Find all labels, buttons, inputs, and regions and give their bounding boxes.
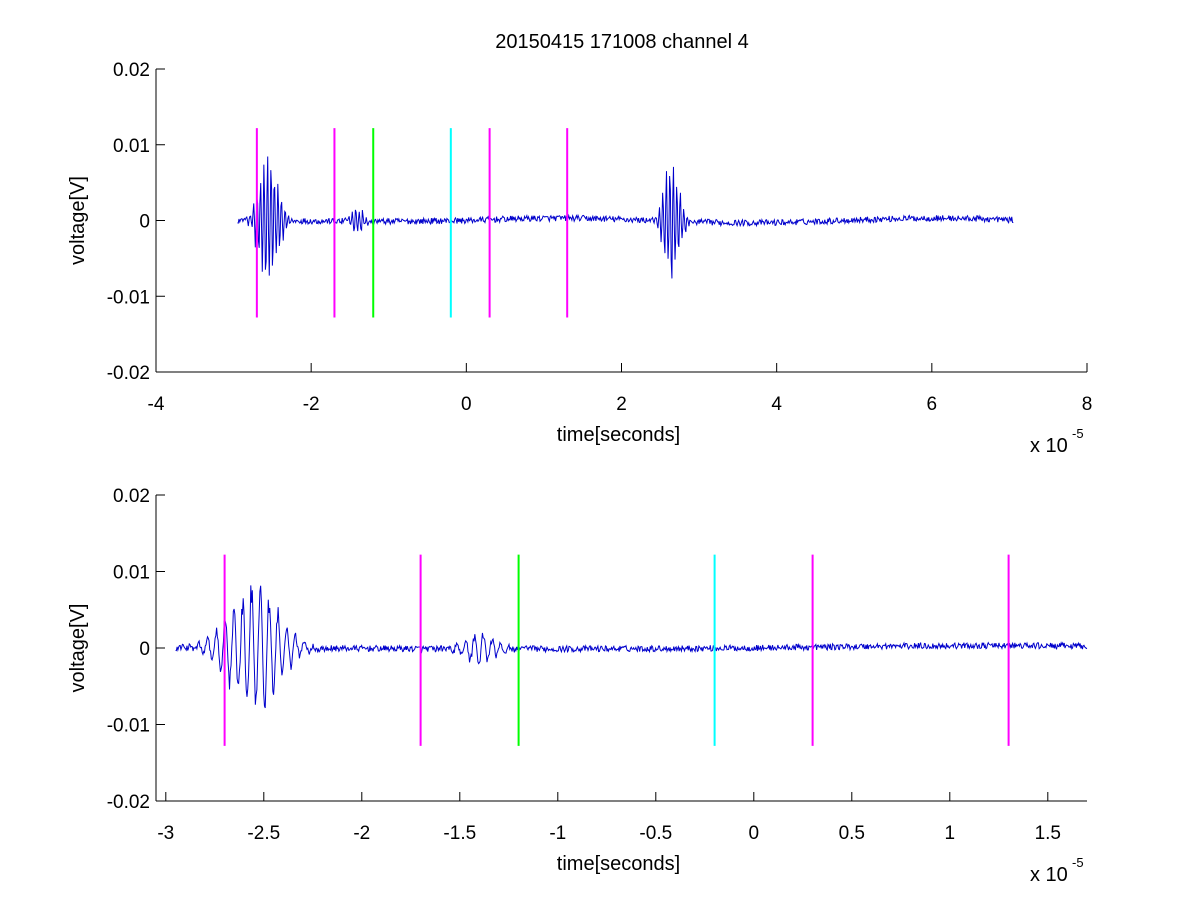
- figure-title: 20150415 171008 channel 4: [495, 31, 749, 53]
- chart0-y-axis-label: voltage[V]: [67, 176, 89, 265]
- chart0-y-tick-label: 0.02: [113, 60, 150, 81]
- chart0-x-multiplier-exponent: -5: [1072, 426, 1084, 441]
- chart0-x-tick-label: 4: [771, 394, 782, 415]
- chart1-x-tick-label: 1.5: [1035, 823, 1061, 844]
- chart1-x-multiplier: x 10: [1030, 864, 1068, 886]
- chart1-x-tick-label: -2.5: [247, 823, 280, 844]
- chart0-x-multiplier: x 10: [1030, 435, 1068, 457]
- chart0-x-tick-label: 2: [616, 394, 627, 415]
- top-plot: -0.02 -0.01 0 0.01 0.02 -4 -2 0 2 4 6 8 time[seconds…: [67, 60, 1092, 457]
- chart1-x-tick-label: -0.5: [639, 823, 672, 844]
- chart0-x-tick-label: 6: [927, 394, 938, 415]
- chart1-x-tick-label: 0.5: [839, 823, 865, 844]
- chart1-y-tick-label: 0: [139, 639, 150, 660]
- bottom-plot: -0.02 -0.01 0 0.01 0.02 -3 -2.5 -2 -1.5 -1 -0.5 0 0.…: [67, 486, 1088, 886]
- chart0-y-tick-label: 0.01: [113, 136, 150, 157]
- chart1-x-axis-label: time[seconds]: [557, 853, 680, 875]
- chart1-x-tick-label: -1: [549, 823, 566, 844]
- chart1-x-tick-label: -1.5: [443, 823, 476, 844]
- chart0-signal-trace: [237, 156, 1014, 279]
- chart1-x-multiplier-exponent: -5: [1072, 855, 1084, 870]
- chart1-x-tick-label: -3: [157, 823, 174, 844]
- chart1-y-tick-label: -0.02: [107, 792, 150, 813]
- chart0-x-tick-label: 0: [461, 394, 472, 415]
- chart0-x-tick-label: -2: [303, 394, 320, 415]
- chart1-y-tick-label: -0.01: [107, 716, 150, 737]
- chart0-x-axis-label: time[seconds]: [557, 424, 680, 446]
- chart1-x-tick-label: 0: [749, 823, 760, 844]
- chart0-y-tick-label: -0.01: [107, 287, 150, 308]
- chart1-x-tick-label: -2: [353, 823, 370, 844]
- chart0-x-tick-label: -4: [148, 394, 165, 415]
- chart0-y-tick-label: 0: [139, 212, 150, 233]
- chart1-y-tick-label: 0.02: [113, 486, 150, 507]
- chart1-y-axis-label: voltage[V]: [67, 604, 89, 693]
- chart1-signal-trace: [175, 585, 1088, 709]
- chart1-y-tick-label: 0.01: [113, 563, 150, 584]
- chart0-x-tick-label: 8: [1082, 394, 1093, 415]
- chart0-y-tick-label: -0.02: [107, 363, 150, 384]
- chart1-x-tick-label: 1: [945, 823, 956, 844]
